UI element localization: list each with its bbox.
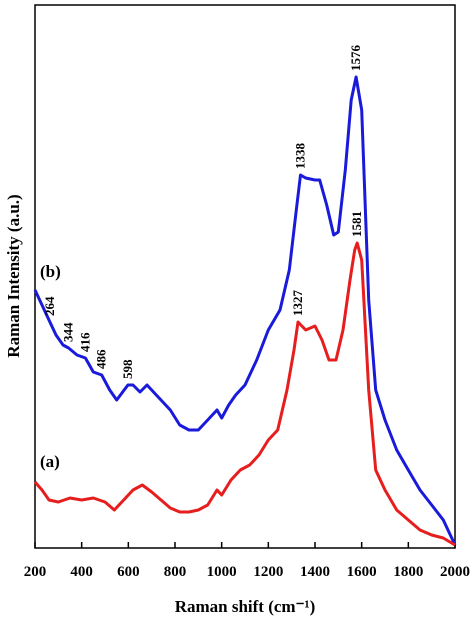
series-label: (b) <box>40 262 61 281</box>
x-axis-label: Raman shift (cm⁻¹) <box>175 597 316 616</box>
peak-label: 598 <box>120 359 135 379</box>
peak-label: 1338 <box>293 143 308 170</box>
peak-label: 344 <box>61 322 76 342</box>
x-tick-label: 1600 <box>347 564 377 580</box>
peak-label: 1327 <box>290 290 305 317</box>
spectrum-line <box>33 75 457 546</box>
x-tick-label: 1200 <box>253 564 283 580</box>
x-tick-label: 600 <box>117 564 140 580</box>
x-tick-label: 200 <box>24 564 47 580</box>
x-tick-label: 800 <box>164 564 187 580</box>
peak-label: 264 <box>42 296 57 316</box>
peak-label: 1581 <box>349 211 364 237</box>
x-tick-label: 2000 <box>440 564 470 580</box>
spectrum-line <box>33 241 456 547</box>
x-tick-label: 1400 <box>300 564 330 580</box>
x-tick-label: 1800 <box>393 564 423 580</box>
peak-label: 416 <box>77 332 92 352</box>
x-tick-label: 400 <box>70 564 93 580</box>
peak-label: 486 <box>94 349 109 369</box>
y-axis-label: Raman Intensity (a.u.) <box>4 194 23 357</box>
x-tick-label: 1000 <box>207 564 237 580</box>
plot-frame <box>34 4 456 549</box>
peak-label: 1576 <box>348 45 363 72</box>
series-label: (a) <box>40 452 60 471</box>
